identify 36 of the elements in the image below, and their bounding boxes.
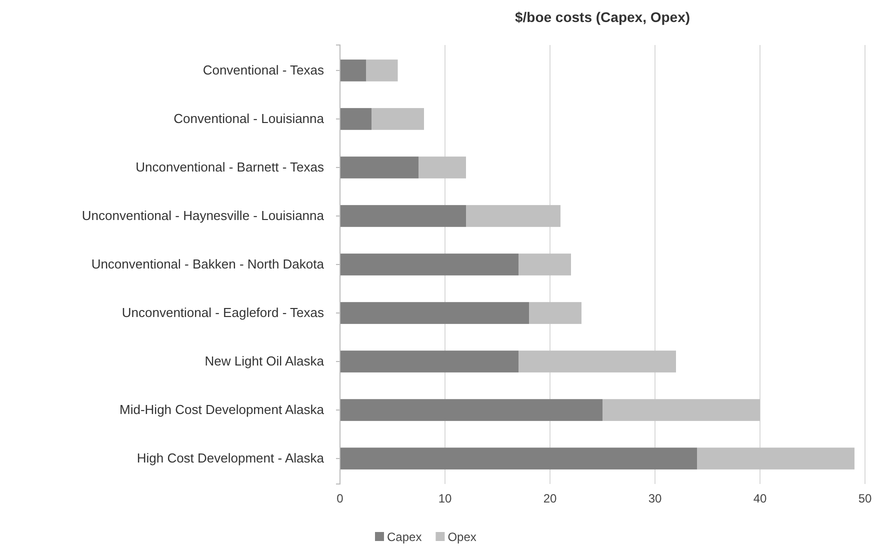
bar — [340, 156, 419, 178]
bar — [418, 156, 466, 178]
chart-title: $/boe costs (Capex, Opex) — [514, 9, 690, 25]
bar — [518, 350, 676, 372]
y-tick-label: Conventional - Texas — [202, 62, 324, 78]
bar — [340, 205, 466, 227]
y-tick-label: Unconventional - Barnett - Texas — [136, 160, 324, 175]
bar — [697, 448, 854, 470]
bar — [340, 254, 518, 276]
y-tick-label: Unconventional - Bakken - North Dakota — [91, 256, 325, 272]
x-tick-label: 30 — [648, 492, 662, 506]
legend-label: Capex — [387, 530, 422, 544]
y-tick-label: High Cost Development - Alaska — [136, 450, 325, 466]
x-tick-label: 50 — [858, 492, 872, 506]
x-tick-label: 10 — [438, 492, 452, 506]
bar — [602, 399, 760, 421]
y-tick-label: Mid-High Cost Development Alaska — [120, 402, 325, 418]
bar — [340, 350, 518, 372]
x-tick-label: 20 — [543, 492, 557, 506]
legend-label: Opex — [448, 530, 476, 544]
bar — [340, 448, 697, 470]
bar — [366, 60, 398, 82]
bar — [340, 60, 366, 82]
bar — [372, 108, 424, 130]
y-tick-label: New Light Oil Alaska — [204, 354, 325, 369]
x-tick-label: 40 — [753, 492, 767, 506]
bar — [518, 254, 571, 276]
bar — [529, 302, 582, 324]
x-tick-label: 0 — [336, 492, 344, 506]
bar — [340, 302, 529, 324]
bar — [340, 399, 602, 421]
y-tick-label: Unconventional - Haynesville - Louisianna — [82, 208, 325, 224]
bar — [340, 108, 372, 130]
y-tick-label: Conventional - Louisianna — [174, 111, 325, 126]
bar — [466, 205, 560, 227]
y-tick-label: Unconventional - Eagleford - Texas — [122, 305, 324, 320]
